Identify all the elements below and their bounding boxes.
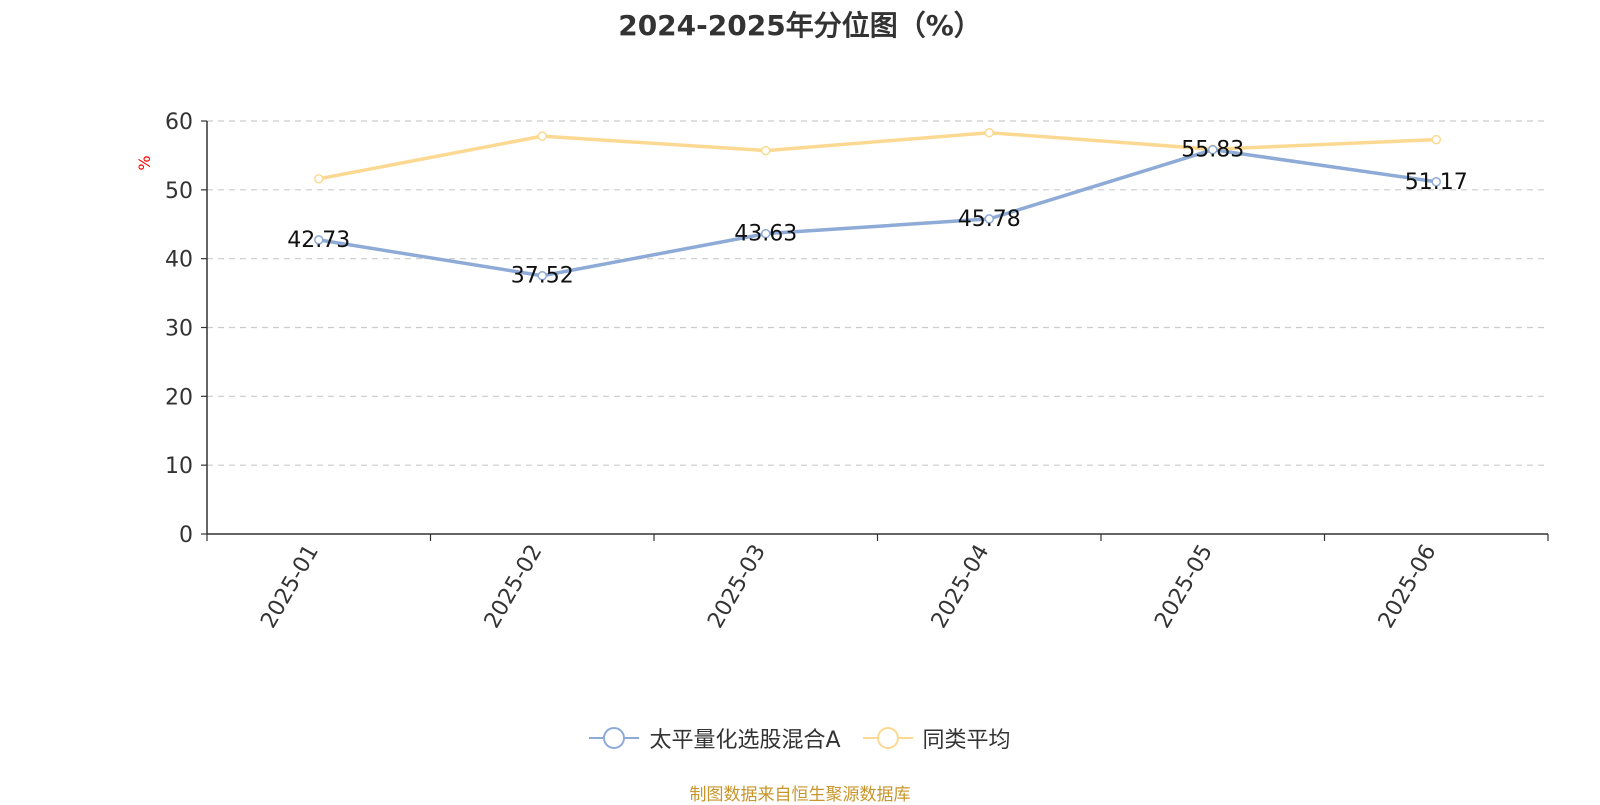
x-tick-label: 2025-01 <box>256 541 324 633</box>
x-tick-label: 2025-05 <box>1150 541 1218 633</box>
data-source-note: 制图数据来自恒生聚源数据库 <box>689 785 911 805</box>
legend-item-average[interactable]: 同类平均 <box>862 722 1011 754</box>
x-tick-label: 2025-03 <box>703 541 771 633</box>
y-tick-label: 10 <box>165 454 193 479</box>
data-point-fund <box>1208 144 1218 155</box>
legend-label-average: 同类平均 <box>922 728 1011 753</box>
data-point-fund <box>761 228 771 239</box>
data-point-fund <box>984 214 994 224</box>
y-tick-label: 30 <box>165 317 193 342</box>
data-point-average <box>984 127 994 138</box>
x-tick-label: 2025-04 <box>927 541 995 633</box>
data-label: 37.52 <box>511 264 574 289</box>
legend: 太平量化选股混合A 同类平均 <box>0 722 1600 754</box>
x-tick-label: 2025-06 <box>1374 541 1442 633</box>
line-chart: 0 10 20 30 40 50 60% 2025-01 2025-02 2025-03 2025-… <box>135 110 1549 633</box>
y-tick-label: 40 <box>165 248 193 273</box>
legend-item-fund[interactable]: 太平量化选股混合A <box>589 722 841 754</box>
y-tick-label: 20 <box>165 385 193 410</box>
data-point-average <box>537 131 547 141</box>
series-line-average <box>318 130 1437 181</box>
data-label: 42.73 <box>287 228 350 253</box>
data-label: 51.17 <box>1405 170 1468 195</box>
data-point-fund <box>1431 177 1441 187</box>
series-line-fund <box>318 147 1437 278</box>
chart-title: 2024-2025年分位图（%） <box>618 9 982 42</box>
y-tick-label: 60 <box>165 110 193 135</box>
data-label: 43.63 <box>734 222 797 247</box>
y-axis-label: % <box>135 155 154 170</box>
data-label: 45.78 <box>958 207 1021 232</box>
x-tick-label: 2025-02 <box>480 541 548 633</box>
data-point-fund <box>537 270 547 281</box>
data-point-average <box>314 174 324 184</box>
legend-label-fund: 太平量化选股混合A <box>649 728 841 753</box>
data-label: 55.83 <box>1181 138 1244 163</box>
y-tick-label: 0 <box>179 523 193 548</box>
legend-marker-fund <box>589 727 640 749</box>
y-tick-label: 50 <box>165 179 193 204</box>
data-point-average <box>761 145 771 156</box>
data-point-average <box>1431 134 1441 145</box>
legend-marker-average <box>862 727 913 749</box>
data-point-fund <box>314 235 324 245</box>
